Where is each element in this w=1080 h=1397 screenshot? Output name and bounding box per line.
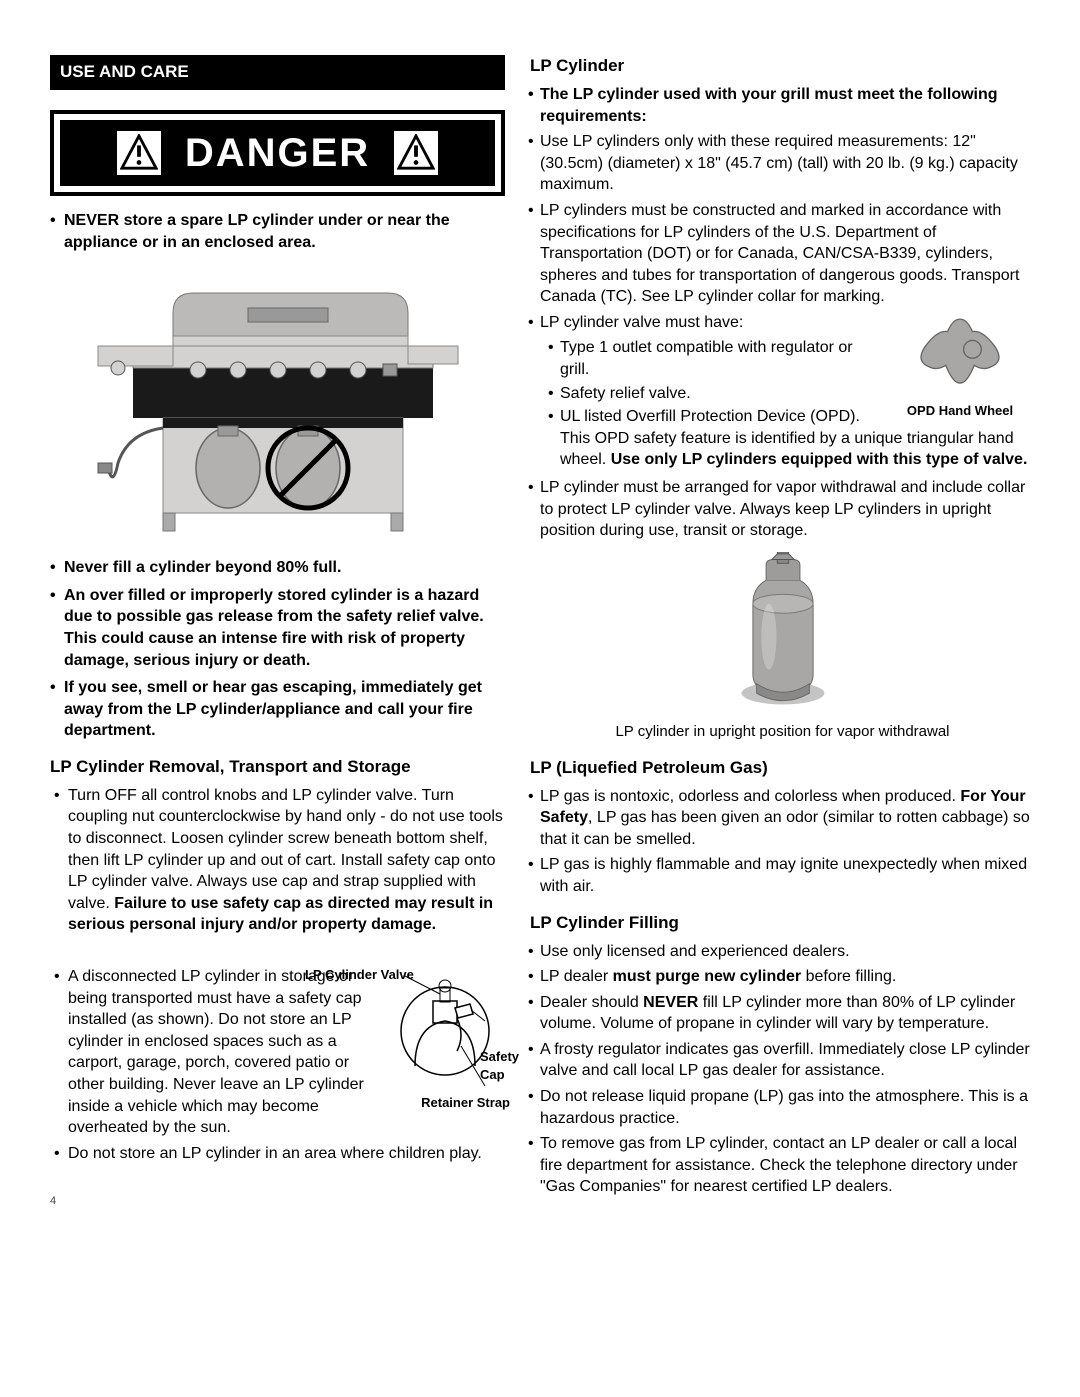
cylinder-list: The LP cylinder used with your grill mus… (530, 84, 1035, 542)
removal-text: Turn OFF all control knobs and LP cylind… (68, 787, 503, 912)
cylinder-bullet: LP cylinder must be arranged for vapor w… (530, 477, 1035, 542)
danger-banner: DANGER (60, 120, 495, 186)
filling-list: Use only licensed and experienced dealer… (530, 941, 1035, 1199)
cylinder-intro: The LP cylinder used with your grill mus… (530, 84, 1035, 127)
filling-bullet: A frosty regulator indicates gas overfil… (530, 1039, 1035, 1082)
lpg-list: LP gas is nontoxic, odorless and colorle… (530, 786, 1035, 898)
right-column: LP Cylinder The LP cylinder used with yo… (530, 55, 1035, 1209)
lpg-bullet: LP gas is nontoxic, odorless and colorle… (530, 786, 1035, 851)
filling-text: LP dealer (540, 968, 613, 985)
cylinder-bullet: OPD Hand Wheel LP cylinder valve must ha… (530, 312, 1035, 473)
removal-bullet: Turn OFF all control knobs and LP cylind… (50, 785, 505, 936)
danger-bullet: An over filled or improperly stored cyli… (50, 585, 505, 671)
removal-text-bold: Failure to use safety cap as directed ma… (68, 895, 493, 934)
page-columns: USE AND CARE DANGER NEVER store a spare … (50, 55, 1035, 1209)
removal-heading: LP Cylinder Removal, Transport and Stora… (50, 756, 505, 779)
cap-label-safety: Safety Cap (480, 1048, 535, 1083)
filling-text-bold: NEVER (643, 994, 698, 1011)
danger-bullet: Never fill a cylinder beyond 80% full. (50, 557, 505, 579)
danger-bullet-list-1: NEVER store a spare LP cylinder under or… (50, 210, 505, 253)
filling-bullet: Do not release liquid propane (LP) gas i… (530, 1086, 1035, 1129)
danger-box: DANGER (50, 110, 505, 196)
filling-text: Dealer should (540, 994, 643, 1011)
cylinder-bullet: LP cylinders must be constructed and mar… (530, 200, 1035, 308)
grill-illustration (50, 263, 505, 543)
warning-triangle-icon (394, 131, 438, 175)
danger-title: DANGER (185, 126, 370, 180)
danger-bullet: NEVER store a spare LP cylinder under or… (50, 210, 505, 253)
removal-list-3: Do not store an LP cylinder in an area w… (50, 1143, 505, 1165)
filling-text-bold: must purge new cylinder (613, 968, 801, 985)
removal-bullet: A disconnected LP cylinder in storage or… (50, 966, 505, 1139)
filling-bullet: To remove gas from LP cylinder, contact … (530, 1133, 1035, 1198)
cylinder-caption: LP cylinder in upright position for vapo… (530, 722, 1035, 742)
cylinder-upright-illustration (530, 552, 1035, 719)
removal-list: Turn OFF all control knobs and LP cylind… (50, 785, 505, 936)
filling-bullet: LP dealer must purge new cylinder before… (530, 966, 1035, 988)
removal-bullet: Do not store an LP cylinder in an area w… (50, 1143, 505, 1165)
safety-cap-block: LP Cylinder Valve (50, 966, 505, 1143)
cylinder-sub-text-bold: Use only LP cylinders equipped with this… (611, 451, 1028, 468)
left-column: USE AND CARE DANGER NEVER store a spare … (50, 55, 505, 1209)
cylinder-sub-bullet: Safety relief valve. (540, 383, 1035, 405)
cylinder-bullet: Use LP cylinders only with these require… (530, 131, 1035, 196)
lpg-heading: LP (Liquefied Petroleum Gas) (530, 757, 1035, 780)
filling-text: before filling. (801, 968, 896, 985)
cylinder-heading: LP Cylinder (530, 55, 1035, 78)
cylinder-sub-bullet: Type 1 outlet compatible with regulator … (540, 337, 1035, 380)
removal-list-2: A disconnected LP cylinder in storage or… (50, 966, 505, 1139)
lpg-text: , LP gas has been given an odor (similar… (540, 809, 1030, 848)
warning-triangle-icon (117, 131, 161, 175)
filling-bullet: Dealer should NEVER fill LP cylinder mor… (530, 992, 1035, 1035)
lpg-bullet: LP gas is highly flammable and may ignit… (530, 854, 1035, 897)
cylinder-sub-bullet: UL listed Overfill Protection Device (OP… (540, 406, 1035, 471)
danger-bullet: If you see, smell or hear gas escaping, … (50, 677, 505, 742)
section-header: USE AND CARE (50, 55, 505, 90)
lpg-text: LP gas is nontoxic, odorless and colorle… (540, 788, 960, 805)
filling-heading: LP Cylinder Filling (530, 912, 1035, 935)
cylinder-text: LP cylinder valve must have: (540, 314, 743, 331)
filling-bullet: Use only licensed and experienced dealer… (530, 941, 1035, 963)
page-number: 4 (50, 1194, 505, 1209)
cap-label-retainer: Retainer Strap (421, 1094, 510, 1112)
danger-bullet-list-2: Never fill a cylinder beyond 80% full. A… (50, 557, 505, 742)
